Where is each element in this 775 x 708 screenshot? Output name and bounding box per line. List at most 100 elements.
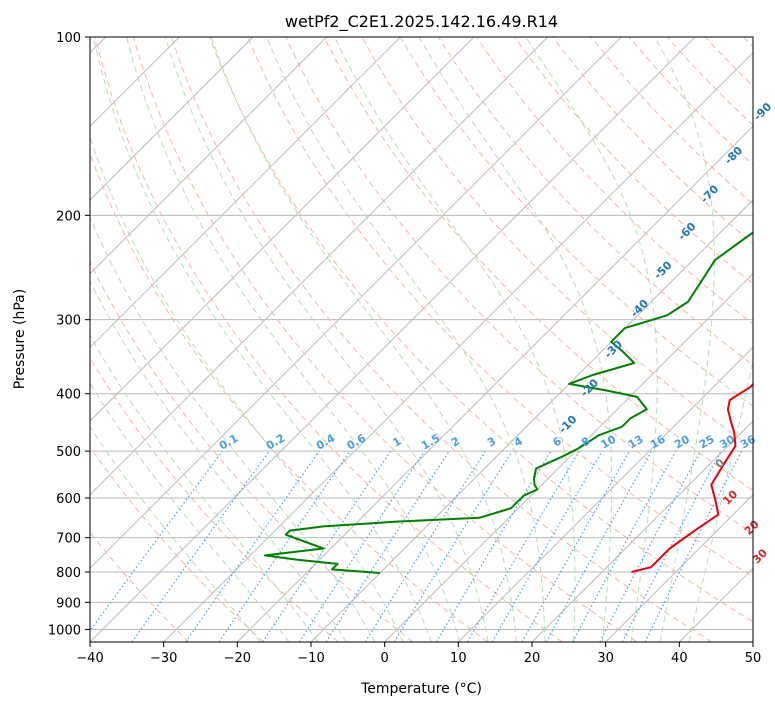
y-tick-label: 1000 bbox=[48, 623, 81, 638]
mixing-ratio-line bbox=[572, 450, 677, 642]
y-tick-label: 400 bbox=[56, 388, 81, 403]
isotherm-gridline bbox=[236, 125, 753, 642]
mixing-ratio-line bbox=[325, 450, 450, 642]
mixing-ratio-line bbox=[491, 450, 603, 642]
dry-adiabat bbox=[209, 37, 753, 623]
dry-adiabat bbox=[132, 37, 638, 642]
isotherm-gridline bbox=[90, 37, 696, 642]
x-tick-label: −30 bbox=[150, 651, 177, 666]
moist-adiabat bbox=[90, 382, 290, 642]
moist-adiabat bbox=[525, 37, 658, 642]
plot-frame bbox=[89, 36, 754, 643]
isotherm-gridline bbox=[90, 37, 328, 275]
y-tick-label: 200 bbox=[56, 209, 81, 224]
moist-adiabat bbox=[90, 334, 319, 642]
isotherm-gridline bbox=[531, 420, 753, 642]
dry-adiabat bbox=[94, 37, 563, 642]
moist-adiabat bbox=[126, 37, 461, 642]
y-axis: 100 200 300 400 500 600 700 800 900 1000 bbox=[48, 31, 90, 638]
dry-adiabat bbox=[552, 37, 753, 245]
moist-adiabat bbox=[90, 426, 261, 642]
mixing-ratio-line bbox=[218, 450, 351, 642]
adiabat-label: -30 bbox=[602, 338, 625, 361]
x-tick-label: 20 bbox=[524, 651, 541, 666]
isotherm-gridline bbox=[457, 346, 753, 642]
mixing-ratio-line bbox=[90, 450, 223, 632]
moist-adiabat bbox=[210, 37, 517, 642]
isotherm-gridline bbox=[90, 37, 254, 201]
adiabat-label: -90 bbox=[751, 100, 774, 123]
chart-title: wetPf2_C2E1.2025.142.16.49.R14 bbox=[285, 12, 558, 32]
dry-adiabat bbox=[399, 37, 753, 407]
mixing-ratio-line bbox=[435, 450, 552, 642]
isotherm-gridline bbox=[605, 493, 753, 642]
adiabat-label: -80 bbox=[722, 144, 745, 167]
mixing-ratio-line bbox=[521, 450, 631, 642]
plot-lines bbox=[264, 231, 753, 574]
mixing-ratio-line bbox=[466, 450, 580, 642]
x-tick-label: −20 bbox=[224, 651, 251, 666]
adiabat-label: 0 bbox=[713, 456, 728, 471]
adiabat-label: -60 bbox=[675, 220, 698, 243]
dry-adiabat bbox=[514, 37, 753, 285]
mixing-ratio-label: 0.4 bbox=[314, 431, 338, 452]
mixing-ratio-label: 13 bbox=[626, 433, 646, 452]
mixing-ratio-line bbox=[131, 450, 270, 642]
adiabat-label: -50 bbox=[651, 258, 674, 281]
moist-adiabat bbox=[90, 215, 376, 642]
x-tick-label: −10 bbox=[297, 651, 324, 666]
mixing-ratio-line bbox=[185, 450, 320, 642]
dry-adiabat bbox=[90, 152, 488, 642]
dry-adiabat bbox=[323, 37, 753, 491]
mixing-ratio-label: 3 bbox=[485, 435, 498, 450]
dry-adiabat bbox=[437, 37, 753, 366]
dry-adiabat bbox=[247, 37, 753, 578]
mixing-ratio-label: 1.5 bbox=[419, 432, 442, 453]
moist-adiabat bbox=[418, 37, 613, 642]
adiabat-label: -40 bbox=[628, 297, 651, 320]
mixing-ratio-label: 4 bbox=[512, 434, 525, 449]
mixing-ratio-label: 0.2 bbox=[264, 432, 287, 453]
mixing-ratio-line bbox=[364, 450, 486, 642]
y-tick-label: 300 bbox=[56, 314, 81, 329]
y-tick-label: 100 bbox=[56, 31, 81, 46]
dry-adiabat bbox=[90, 260, 414, 642]
x-tick-label: 30 bbox=[597, 651, 614, 666]
dry-adiabat bbox=[476, 37, 753, 325]
moist-adiabat bbox=[164, 37, 489, 642]
y-tick-label: 800 bbox=[56, 566, 81, 581]
moist-adiabat bbox=[90, 135, 404, 642]
moist-adiabat bbox=[266, 37, 546, 642]
mixing-ratio-label: 36 bbox=[738, 432, 758, 451]
mixing-ratio-line bbox=[545, 450, 653, 642]
isotherm-gridline bbox=[310, 199, 753, 642]
adiabat-label: -10 bbox=[556, 412, 579, 435]
mixing-ratio-line bbox=[393, 450, 513, 642]
dewpoint-profile-line bbox=[264, 231, 753, 574]
isotherm-gridline bbox=[384, 272, 753, 642]
isotherm-gridline bbox=[90, 37, 475, 422]
adiabat-label: 40 bbox=[773, 575, 775, 595]
mixing-ratio-line bbox=[599, 450, 702, 642]
x-tick-label: 0 bbox=[381, 651, 389, 666]
isotherm-gridline bbox=[163, 51, 753, 642]
isotherm-gridline bbox=[90, 37, 622, 570]
dry-adiabat bbox=[628, 37, 753, 166]
mixing-ratio-label: 10 bbox=[599, 432, 619, 451]
isotherm-gridline bbox=[90, 37, 549, 496]
dry-adiabat bbox=[590, 37, 753, 205]
y-tick-label: 500 bbox=[56, 445, 81, 460]
dry-adiabat bbox=[90, 356, 339, 642]
x-tick-label: 50 bbox=[745, 651, 762, 666]
mixing-ratio-label: 0.6 bbox=[345, 431, 369, 452]
y-tick-label: 700 bbox=[56, 532, 81, 547]
mixing-ratio-label: 0.1 bbox=[217, 432, 240, 453]
x-tick-label: 10 bbox=[450, 651, 467, 666]
isotherm-gridline bbox=[90, 37, 401, 349]
x-tick-label: −40 bbox=[76, 651, 103, 666]
y-tick-label: 900 bbox=[56, 596, 81, 611]
y-axis-title: Pressure (hPa) bbox=[12, 289, 28, 389]
x-axis: −40 −30 −20 −10 0 10 20 30 40 50 bbox=[76, 642, 761, 666]
moist-adiabat bbox=[654, 37, 715, 642]
